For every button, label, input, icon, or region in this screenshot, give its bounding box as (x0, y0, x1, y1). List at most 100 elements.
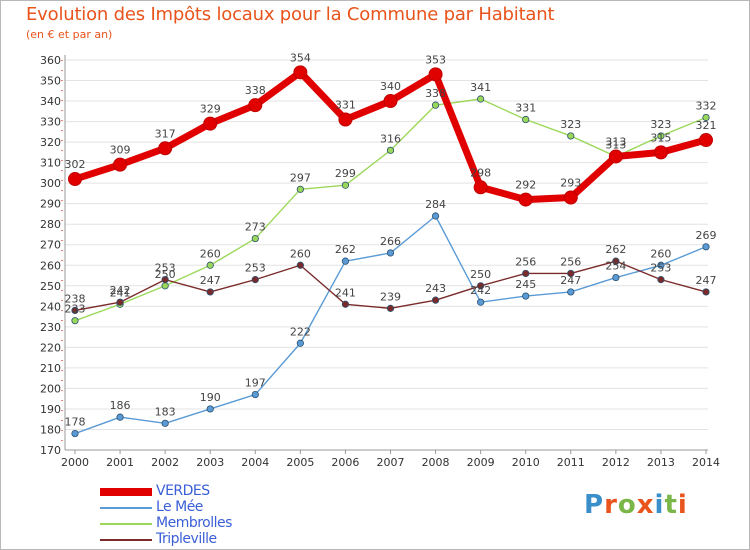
logo-letter: i (654, 490, 665, 520)
data-point (699, 133, 713, 148)
data-label: 266 (380, 235, 401, 248)
y-tick-label: 350 (40, 75, 61, 88)
data-label: 293 (560, 177, 581, 190)
y-tick-label: 310 (40, 157, 61, 170)
data-label: 354 (290, 51, 311, 64)
y-axis-ticks: 170 180 190 200 210 220 230 240 250 260 270 280 290 3… (40, 54, 61, 457)
y-tick-label: 240 (40, 300, 61, 313)
data-point (206, 261, 214, 269)
data-point (296, 339, 304, 347)
logo-letter: x (636, 490, 655, 520)
data-label: 332 (696, 99, 717, 112)
data-point (341, 300, 350, 308)
series-lines (68, 65, 713, 438)
proxiti-logo: Proxiti (584, 490, 688, 520)
x-tick-label: 2000 (61, 456, 89, 469)
y-tick-label: 190 (40, 403, 61, 416)
data-point (428, 67, 443, 82)
data-point (386, 146, 395, 154)
data-point (251, 276, 259, 284)
data-label: 302 (65, 158, 86, 171)
data-label: 254 (605, 260, 626, 273)
data-point (657, 261, 665, 269)
data-label: 331 (335, 99, 356, 112)
y-tick-label: 270 (40, 239, 61, 252)
x-tick-label: 2014 (692, 456, 720, 469)
data-point (567, 269, 575, 278)
legend-swatch (100, 507, 152, 509)
y-tick-label: 320 (40, 136, 61, 149)
y-tick-label: 290 (40, 198, 61, 211)
data-point (522, 292, 530, 300)
data-point (341, 257, 350, 265)
data-label: 323 (560, 118, 581, 131)
y-tick-label: 280 (40, 218, 61, 231)
y-tick-label: 180 (40, 423, 61, 436)
x-tick-label: 2008 (422, 456, 450, 469)
x-tick-label: 2002 (151, 456, 179, 469)
data-labels: 302 309 317 329 338 354 331 340 353 298 292 293 313 3… (65, 51, 717, 428)
data-point (293, 65, 308, 80)
legend-swatch (100, 488, 152, 496)
data-point (431, 296, 440, 304)
legend-label: VERDES (156, 483, 210, 499)
data-label: 250 (155, 268, 176, 281)
y-tick-label: 170 (40, 444, 61, 457)
data-label: 256 (560, 255, 581, 268)
x-tick-label: 2012 (602, 456, 630, 469)
data-point (563, 190, 578, 205)
x-tick-label: 2006 (331, 456, 359, 469)
data-point (161, 419, 169, 427)
data-point (68, 172, 82, 187)
data-point (612, 273, 620, 282)
x-tick-label: 2001 (106, 456, 134, 469)
data-point (702, 113, 710, 122)
y-tick-label: 250 (40, 280, 61, 293)
x-tick-label: 2003 (196, 456, 224, 469)
data-point (567, 288, 575, 296)
data-label: 245 (515, 278, 536, 291)
data-label: 243 (425, 282, 446, 295)
data-label: 298 (470, 166, 491, 179)
y-tick-label: 340 (40, 95, 61, 108)
data-point (116, 413, 124, 421)
data-label: 253 (155, 262, 176, 275)
data-label: 242 (110, 284, 131, 297)
data-label: 317 (155, 127, 176, 140)
x-tick-label: 2009 (467, 456, 495, 469)
data-point (71, 429, 79, 438)
y-tick-label: 330 (40, 116, 61, 129)
data-label: 247 (696, 274, 717, 287)
data-label: 341 (470, 81, 491, 94)
data-label: 316 (380, 132, 401, 145)
data-point (608, 149, 623, 164)
logo-letter: i (677, 490, 688, 520)
data-label: 197 (245, 377, 266, 390)
data-point (477, 95, 485, 103)
y-tick-label: 260 (40, 259, 61, 272)
data-point (113, 157, 128, 172)
data-point (206, 405, 214, 413)
data-point (522, 269, 530, 278)
data-label: 313 (605, 138, 626, 151)
x-tick-label: 2004 (241, 456, 269, 469)
data-point (383, 94, 398, 109)
data-point (161, 276, 169, 284)
data-label: 321 (696, 119, 717, 132)
axes (61, 55, 708, 451)
data-point (477, 298, 485, 306)
y-tick-label: 360 (40, 54, 61, 67)
data-label: 253 (650, 262, 671, 275)
y-tick-label: 220 (40, 341, 61, 354)
data-point (702, 288, 710, 296)
logo-letter: o (617, 490, 637, 520)
data-label: 241 (110, 286, 131, 299)
data-label: 262 (605, 243, 626, 256)
data-point (296, 261, 304, 269)
y-tick-label: 200 (40, 382, 61, 395)
data-point (653, 145, 668, 160)
data-point (203, 116, 218, 131)
data-label: 273 (245, 221, 266, 234)
data-point (567, 132, 575, 140)
